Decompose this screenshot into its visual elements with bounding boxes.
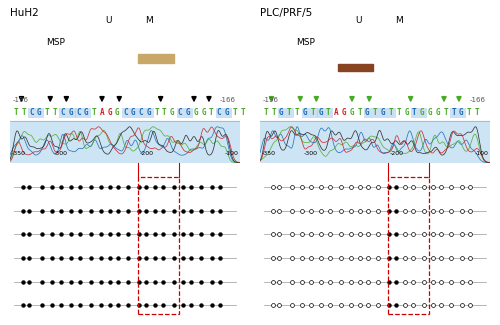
Bar <box>138 54 174 63</box>
Text: G: G <box>342 108 346 117</box>
Text: -200: -200 <box>140 151 153 156</box>
Text: G: G <box>131 108 136 117</box>
Text: C: C <box>138 108 143 117</box>
Text: G: G <box>37 108 42 117</box>
Text: -350: -350 <box>262 151 276 156</box>
Text: G: G <box>170 108 174 117</box>
Text: G: G <box>350 108 354 117</box>
Text: G: G <box>365 108 370 117</box>
Bar <box>75 108 91 118</box>
Text: C: C <box>76 108 80 117</box>
Text: C: C <box>178 108 182 117</box>
Bar <box>138 108 154 118</box>
Text: -196: -196 <box>12 97 28 103</box>
Text: T: T <box>310 108 315 117</box>
Text: C: C <box>60 108 65 117</box>
Text: T: T <box>52 108 57 117</box>
Text: G: G <box>224 108 229 117</box>
Bar <box>216 108 232 118</box>
Bar <box>10 121 240 162</box>
Bar <box>318 108 334 118</box>
Text: -200: -200 <box>390 151 404 156</box>
Bar <box>380 108 396 118</box>
Text: -196: -196 <box>262 97 278 103</box>
Text: C: C <box>29 108 34 117</box>
Bar <box>138 177 178 314</box>
Bar <box>450 108 466 118</box>
Text: T: T <box>388 108 393 117</box>
Text: -100: -100 <box>224 151 238 156</box>
Text: T: T <box>287 108 292 117</box>
Text: G: G <box>201 108 206 117</box>
Text: G: G <box>404 108 409 117</box>
Text: G: G <box>436 108 440 117</box>
Text: T: T <box>264 108 268 117</box>
Text: G: G <box>381 108 386 117</box>
Bar <box>388 177 428 314</box>
Text: -166: -166 <box>220 97 236 103</box>
Text: T: T <box>326 108 330 117</box>
Text: A: A <box>334 108 338 117</box>
Text: PLC/PRF/5: PLC/PRF/5 <box>260 8 312 18</box>
Text: MSP: MSP <box>46 38 64 47</box>
Text: MSP: MSP <box>296 38 314 47</box>
Text: -350: -350 <box>12 151 26 156</box>
Text: HuH2: HuH2 <box>10 8 39 18</box>
Text: T: T <box>373 108 378 117</box>
Text: T: T <box>154 108 159 117</box>
Text: T: T <box>44 108 50 117</box>
Text: G: G <box>115 108 119 117</box>
Text: -300: -300 <box>304 151 318 156</box>
Text: G: G <box>428 108 432 117</box>
Bar <box>278 108 294 118</box>
Text: G: G <box>194 108 198 117</box>
Text: G: G <box>279 108 283 117</box>
Bar <box>60 108 76 118</box>
Text: -100: -100 <box>474 151 488 156</box>
Text: T: T <box>272 108 276 117</box>
Text: C: C <box>217 108 222 117</box>
Bar <box>411 108 427 118</box>
Text: T: T <box>396 108 401 117</box>
Text: T: T <box>474 108 479 117</box>
Text: G: G <box>146 108 151 117</box>
Text: T: T <box>451 108 456 117</box>
Text: T: T <box>162 108 166 117</box>
Text: T: T <box>14 108 18 117</box>
Text: G: G <box>459 108 464 117</box>
Text: T: T <box>294 108 300 117</box>
Text: A: A <box>100 108 104 117</box>
Bar <box>122 108 138 118</box>
Text: T: T <box>444 108 448 117</box>
Text: T: T <box>467 108 471 117</box>
Text: T: T <box>358 108 362 117</box>
Text: G: G <box>318 108 323 117</box>
Bar <box>302 108 318 118</box>
Text: -166: -166 <box>470 97 486 103</box>
Text: T: T <box>232 108 237 117</box>
Text: T: T <box>209 108 214 117</box>
Text: M: M <box>146 16 153 25</box>
Text: G: G <box>84 108 88 117</box>
Bar <box>338 63 372 71</box>
Text: G: G <box>108 108 112 117</box>
Text: T: T <box>412 108 416 117</box>
Text: -300: -300 <box>54 151 68 156</box>
Bar <box>260 121 490 162</box>
Text: C: C <box>123 108 128 117</box>
Text: U: U <box>106 16 112 25</box>
Text: T: T <box>240 108 245 117</box>
Text: T: T <box>22 108 26 117</box>
Text: U: U <box>356 16 362 25</box>
Text: T: T <box>92 108 96 117</box>
Text: G: G <box>186 108 190 117</box>
Text: G: G <box>68 108 73 117</box>
Bar <box>364 108 380 118</box>
Bar <box>28 108 44 118</box>
Text: M: M <box>396 16 403 25</box>
Text: G: G <box>302 108 307 117</box>
Text: G: G <box>420 108 424 117</box>
Bar <box>177 108 193 118</box>
